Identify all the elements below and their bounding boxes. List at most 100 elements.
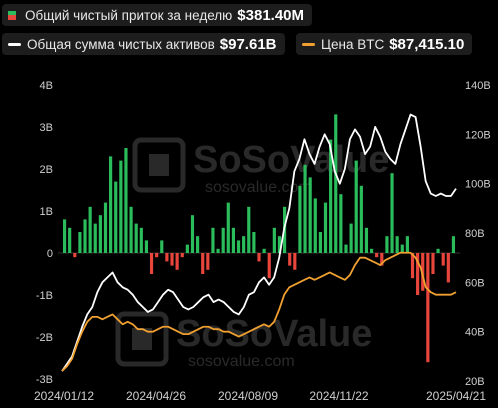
y-left-tick-5: -1B <box>36 290 53 302</box>
bar-34 <box>236 240 241 253</box>
bar-35 <box>242 236 246 253</box>
bar-21 <box>170 253 174 266</box>
bar-11 <box>119 160 123 253</box>
flow-swatch-down <box>8 15 16 20</box>
bar-28 <box>206 253 210 270</box>
bar-0 <box>62 219 67 253</box>
x-tick-1: 2024/04/26 <box>126 389 186 403</box>
y-left-tick-3: 1B <box>40 206 53 218</box>
bar-10 <box>114 181 118 253</box>
bar-69 <box>416 253 420 295</box>
y-left-tick-4: 0 <box>47 248 53 260</box>
legend-net-assets-pill[interactable]: Общая сумма чистых активов $97.61B <box>2 33 285 55</box>
y-left-tick-7: -3B <box>36 374 53 386</box>
bar-25 <box>190 215 195 253</box>
legend-weekly-flow-pill[interactable]: Общий чистый приток за неделю $381.40M <box>2 4 313 26</box>
bar-52 <box>329 139 333 253</box>
x-tick-3: 2024/11/22 <box>309 389 368 403</box>
bar-58 <box>359 185 363 253</box>
bar-40 <box>267 253 271 279</box>
bar-48 <box>308 177 312 253</box>
bar-4 <box>83 219 87 253</box>
y-left-tick-1: 3B <box>40 122 53 134</box>
legend-btc-price-pill[interactable]: Цена BTC $87,415.10 <box>296 33 473 55</box>
watermark-mark-icon <box>132 137 186 193</box>
bar-49 <box>313 198 317 253</box>
bar-65 <box>395 236 399 253</box>
bar-60 <box>369 248 374 253</box>
y-left-tick-2: 2B <box>40 164 53 176</box>
bar-33 <box>231 227 235 253</box>
bar-70 <box>421 253 425 291</box>
y-right-tick-0: 140B <box>465 80 491 92</box>
flow-swatch-up <box>8 10 16 15</box>
bar-59 <box>364 227 369 253</box>
bar-26 <box>196 236 200 253</box>
flow-swatch-icon <box>8 10 16 20</box>
bar-57 <box>354 160 358 253</box>
bar-62 <box>380 253 384 266</box>
bar-67 <box>405 236 409 253</box>
legend-flow-value: $381.40M <box>237 6 305 24</box>
bar-38 <box>257 253 261 262</box>
legend-weekly-flow[interactable]: Общий чистый приток за неделю $381.40M <box>2 4 313 26</box>
bar-24 <box>185 244 189 253</box>
bar-5 <box>88 206 92 253</box>
bar-44 <box>288 253 292 266</box>
bar-47 <box>303 164 307 253</box>
bar-46 <box>298 185 302 253</box>
bar-41 <box>272 227 276 253</box>
btc-line-swatch-icon <box>302 42 315 46</box>
bar-53 <box>334 114 338 254</box>
bar-71 <box>426 253 430 363</box>
legend-assets-value: $97.61B <box>219 35 277 53</box>
bar-2 <box>73 253 77 258</box>
bar-31 <box>221 227 225 253</box>
bar-1 <box>68 227 72 253</box>
watermark-mark-core-icon <box>149 154 169 176</box>
x-tick-0: 2024/01/12 <box>34 389 94 403</box>
btc-price-line <box>61 251 457 372</box>
watermark-mark-core-icon <box>132 328 152 350</box>
legend-btc-value: $87,415.10 <box>389 35 465 53</box>
bar-17 <box>149 253 154 274</box>
bar-66 <box>400 244 404 253</box>
bar-36 <box>247 206 251 253</box>
bar-19 <box>160 240 164 253</box>
bar-39 <box>262 248 266 253</box>
bar-54 <box>339 194 343 253</box>
y-right-tick-5: 40B <box>465 327 485 339</box>
y-left-tick-6: -2B <box>36 332 53 344</box>
bar-22 <box>175 253 179 270</box>
net-assets-line <box>61 113 457 372</box>
bar-7 <box>98 215 102 253</box>
watermark-brand-text: SoSoValue <box>193 139 389 181</box>
bar-13 <box>129 206 133 253</box>
y-right-tick-1: 120B <box>465 129 491 141</box>
bar-29 <box>211 227 215 253</box>
y-right-tick-3: 80B <box>465 228 485 240</box>
bar-55 <box>344 244 348 253</box>
bar-20 <box>165 253 169 262</box>
bar-9 <box>109 156 113 253</box>
bar-50 <box>318 232 322 253</box>
bar-42 <box>277 236 282 253</box>
bar-27 <box>201 253 205 274</box>
bar-3 <box>78 232 82 253</box>
bar-75 <box>446 253 450 283</box>
bar-12 <box>124 148 128 253</box>
bar-45 <box>293 253 297 270</box>
bar-37 <box>252 232 256 253</box>
bar-72 <box>431 253 435 274</box>
bar-76 <box>451 236 456 253</box>
legend-btc-price[interactable]: Цена BTC $87,415.10 <box>296 33 473 55</box>
bar-18 <box>155 253 159 258</box>
bar-73 <box>436 248 440 253</box>
bar-15 <box>139 227 143 253</box>
y-right-tick-4: 60B <box>465 277 485 289</box>
legend-net-assets[interactable]: Общая сумма чистых активов $97.61B <box>2 33 285 55</box>
watermark: SoSoValuesosovalue.comSoSoValuesosovalue… <box>115 137 389 370</box>
y-right-tick-2: 100B <box>465 179 491 191</box>
